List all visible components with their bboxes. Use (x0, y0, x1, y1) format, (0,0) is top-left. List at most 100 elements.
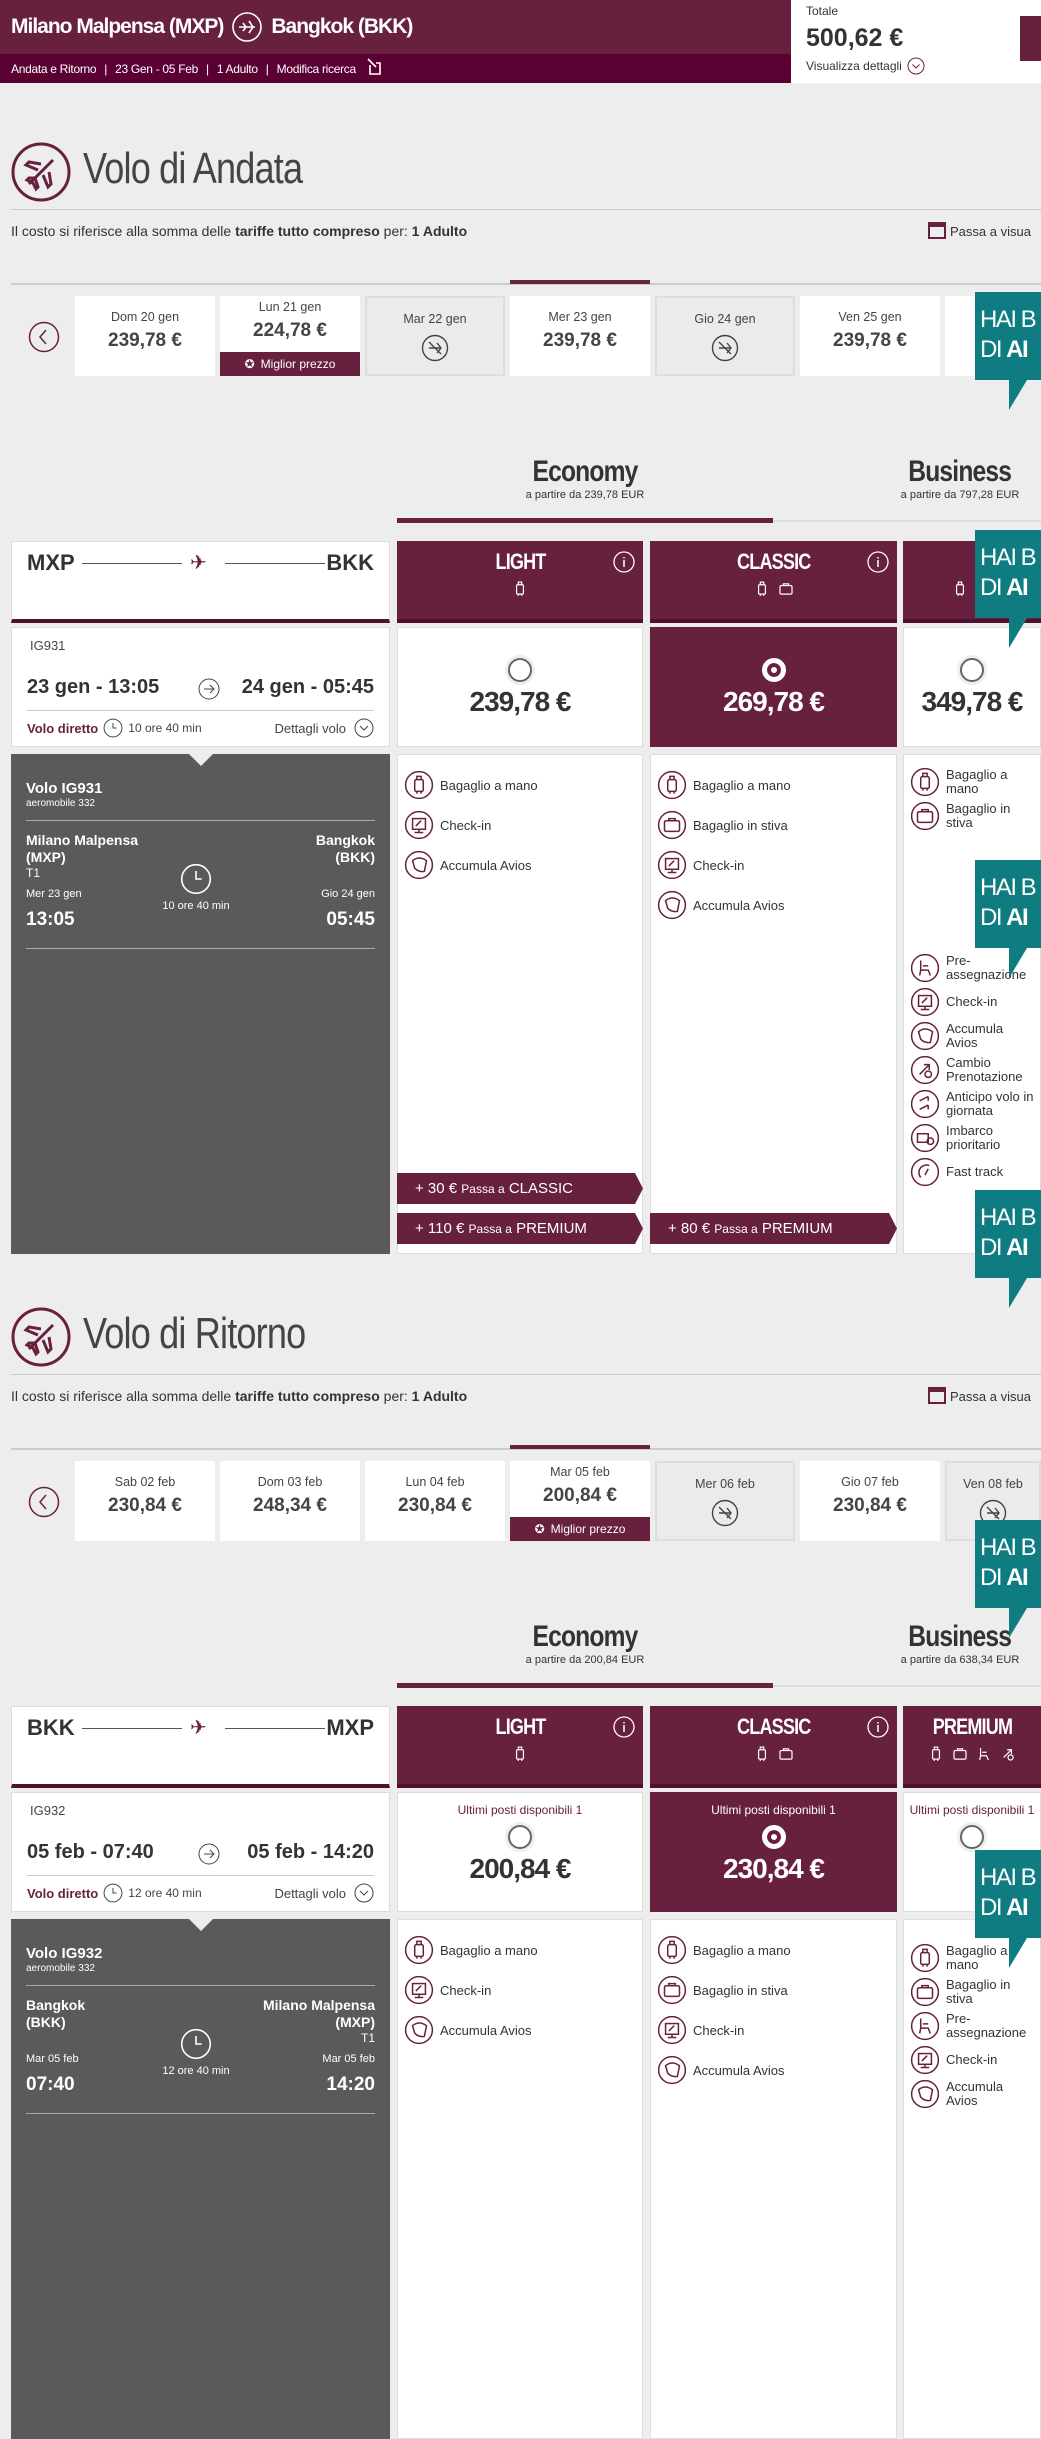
feature-label: Bagaglio a mano (693, 1942, 791, 1958)
clock-icon (180, 863, 212, 900)
check-in-icon (910, 987, 940, 1017)
date-card[interactable]: Ven 25 gen 239,78 € (800, 296, 940, 376)
flight-number: IG932 (30, 1803, 66, 1818)
fare-price-option[interactable]: Ultimi posti disponibili 1 200,84 € (397, 1792, 643, 1912)
continue-button[interactable] (1020, 16, 1041, 61)
feature-label: Bagaglio a mano (946, 767, 1008, 796)
hold-bag-icon (948, 1742, 972, 1771)
availability-note: Ultimi posti disponibili 1 (457, 1803, 583, 1817)
promo-banner[interactable]: HAI B DI AI (975, 530, 1041, 648)
flight-meta: Volo diretto 12 ore 40 min (27, 1883, 202, 1903)
fare-radio[interactable] (508, 658, 532, 682)
calendar-view-link[interactable]: Passa a visua (928, 1387, 1031, 1404)
date-card[interactable]: Mar 22 gen (365, 296, 505, 376)
promo-banner[interactable]: HAI B DI AI (975, 292, 1041, 410)
route-box: BKK ✈ MXP (11, 1706, 390, 1788)
feature-label: Anticipo volo in giornata (946, 1089, 1034, 1118)
upgrade-button[interactable]: + 110 € Passa a PREMIUM (397, 1213, 643, 1244)
hold-bag-icon (657, 1975, 687, 2005)
seat-icon (972, 1742, 996, 1771)
promo-banner[interactable]: HAI B DI AI (975, 1850, 1041, 1968)
promo-banner[interactable]: HAI B DI AI (975, 1520, 1041, 1638)
fare-price-option[interactable]: Ultimi posti disponibili 1 230,84 € (650, 1792, 897, 1912)
upgrade-label: Passa a (714, 1222, 758, 1236)
feature-item: Accumula Avios (904, 2077, 1040, 2111)
date-card[interactable]: Gio 07 feb 230,84 € (800, 1461, 940, 1541)
feature-item: Accumula Avios (398, 845, 642, 885)
section-title: Volo di Andata (83, 144, 350, 194)
cabin-tab-economy[interactable]: Economy a partire da 200,84 EUR (485, 1620, 685, 1666)
view-details-link[interactable]: Visualizza dettagli (806, 57, 925, 75)
info-icon[interactable] (867, 1716, 889, 1743)
fare-price-option[interactable]: 239,78 € (397, 627, 643, 747)
date-card[interactable]: Mer 23 gen 239,78 € (510, 296, 650, 376)
info-icon[interactable] (613, 1716, 635, 1743)
flight-row[interactable]: IG931 23 gen - 13:05 24 gen - 05:45 Volo di… (11, 627, 390, 747)
date-card[interactable]: Sab 02 feb 230,84 € (75, 1461, 215, 1541)
prev-dates-button[interactable] (28, 1486, 60, 1518)
cabin-tab-business[interactable]: Business a partire da 638,34 EUR (885, 1620, 1035, 1666)
promo-banner[interactable]: HAI B DI AI (975, 860, 1041, 978)
upgrade-button[interactable]: + 80 € Passa a PREMIUM (650, 1213, 897, 1244)
date-strip-divider (11, 283, 1041, 285)
date-price: 248,34 € (253, 1495, 327, 1516)
date-card[interactable]: Gio 24 gen (655, 296, 795, 376)
prev-dates-button[interactable] (28, 321, 60, 353)
detail-from-code: (MXP) (26, 849, 66, 865)
edit-icon[interactable] (364, 57, 384, 80)
date-card[interactable]: Dom 03 feb 248,34 € (220, 1461, 360, 1541)
upgrade-button[interactable]: + 30 € Passa a CLASSIC (397, 1173, 643, 1204)
cabin-name-text: Economy (532, 455, 639, 488)
cabin-tab-economy[interactable]: Economy a partire da 239,78 EUR (485, 455, 685, 501)
date-card[interactable]: Mer 06 feb (655, 1461, 795, 1541)
cabin-name: Economy (485, 1620, 685, 1654)
flight-row[interactable]: IG932 05 feb - 07:40 05 feb - 14:20 Volo di… (11, 1792, 390, 1912)
feature-label: Pre-assegnazione (946, 953, 1027, 982)
calendar-view-label: Passa a visua (950, 1389, 1031, 1404)
promo-line2-prefix: DI (980, 1234, 1007, 1261)
date-card[interactable]: Dom 20 gen 239,78 € (75, 296, 215, 376)
info-pre: Il costo si riferisce alla somma delle (11, 223, 236, 239)
fare-icons (650, 1742, 897, 1771)
promo-line1: HAI B (980, 306, 1037, 333)
feature-item: Bagaglio a mano (398, 765, 642, 805)
date-card[interactable]: Lun 04 feb 230,84 € (365, 1461, 505, 1541)
flight-details-toggle[interactable]: Dettagli volo (274, 1883, 374, 1903)
fare-radio[interactable] (761, 1825, 786, 1849)
info-icon[interactable] (613, 551, 635, 578)
promo-banner[interactable]: HAI B DI AI (975, 1190, 1041, 1308)
date-price: 230,84 € (108, 1495, 182, 1516)
avios-icon (910, 2079, 940, 2109)
cabin-name-text: Business (908, 1620, 1013, 1653)
fare-radio[interactable] (960, 1825, 984, 1849)
date-card[interactable]: Lun 21 gen 224,78 € ✪ Miglior prezzo (220, 296, 360, 376)
cabin-from-price: a partire da 200,84 EUR (525, 1654, 645, 1666)
fare-price-option[interactable]: 269,78 € (650, 627, 897, 747)
feature-item: Imbarco prioritario (904, 1121, 1040, 1155)
flight-duration: 10 ore 40 min (128, 721, 202, 735)
feature-label: Accumula Avios (946, 2079, 1004, 2108)
change-icon (910, 1055, 940, 1085)
promo-line2: DI AI (980, 335, 1041, 365)
detail-duration: 10 ore 40 min (162, 900, 230, 912)
search-summary: Andata e Ritorno | 23 Gen - 05 Feb | 1 Adu… (0, 54, 791, 83)
flight-details-toggle[interactable]: Dettagli volo (274, 718, 374, 738)
date-card[interactable]: Mar 05 feb 200,84 € ✪ Miglior prezzo (510, 1461, 650, 1541)
fare-radio[interactable] (761, 658, 786, 682)
feature-item: Fast track (904, 1155, 1040, 1189)
clock-icon (180, 2028, 212, 2065)
upgrade-target: PREMIUM (761, 1220, 833, 1237)
date-label: Lun 21 gen (258, 300, 322, 314)
cabin-tab-business[interactable]: Business a partire da 797,28 EUR (885, 455, 1035, 501)
promo-line1: HAI B (980, 1864, 1037, 1891)
info-pre: Il costo si riferisce alla somma delle (11, 1388, 236, 1404)
return-section: Volo di Ritorno Il costo si riferisce all… (0, 1295, 1041, 2439)
promo-banner-tail (1009, 948, 1027, 978)
modify-search-link[interactable]: Modifica ricerca (276, 61, 357, 76)
fare-radio[interactable] (960, 658, 984, 682)
fare-radio[interactable] (508, 1825, 532, 1849)
info-icon[interactable] (867, 551, 889, 578)
calendar-view-link[interactable]: Passa a visua (928, 222, 1031, 239)
calendar-icon (928, 222, 946, 239)
avios-icon (404, 2015, 434, 2045)
